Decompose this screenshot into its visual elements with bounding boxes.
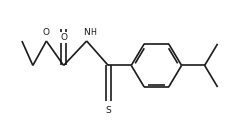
Text: O: O	[60, 33, 67, 42]
Text: H: H	[90, 28, 96, 37]
Text: O: O	[43, 28, 50, 37]
Text: N: N	[83, 28, 90, 37]
Text: S: S	[105, 106, 111, 115]
